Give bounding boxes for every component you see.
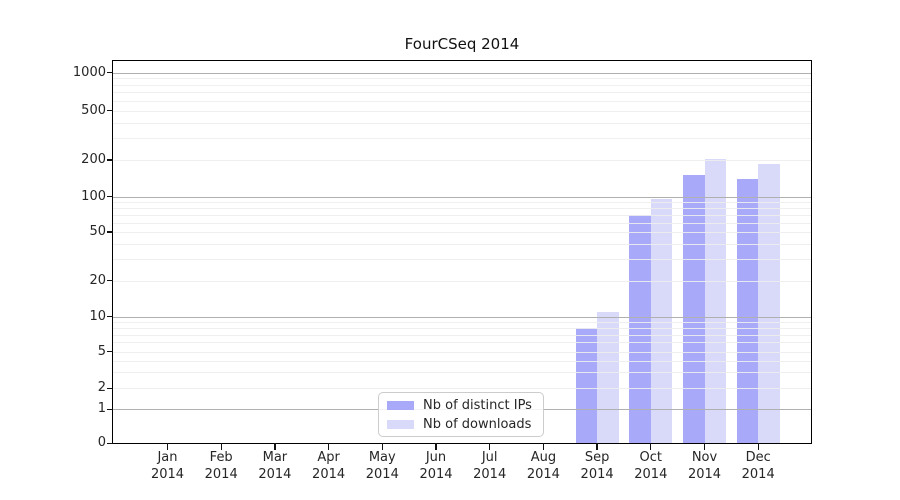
- grid-line-minor: [113, 372, 811, 374]
- y-tick-label: 0: [97, 435, 106, 451]
- y-tick-label: 5: [97, 343, 106, 359]
- y-axis-tick: [107, 159, 113, 161]
- grid-line-minor: [113, 342, 811, 344]
- legend-label-downloads: Nb of downloads: [423, 416, 532, 432]
- grid-line-minor: [113, 327, 811, 329]
- x-axis-tick: [542, 443, 545, 451]
- bar-distinct-ips: [575, 327, 598, 444]
- y-axis-tick: [107, 351, 113, 353]
- grid-line-minor: [113, 214, 811, 216]
- x-axis-tick: [166, 443, 169, 451]
- y-tick-label: 1: [97, 401, 106, 417]
- grid-line-minor: [113, 360, 811, 362]
- y-tick-label: 10: [89, 308, 106, 324]
- grid-line-minor: [113, 388, 811, 390]
- legend-swatch-distinct-ips: [387, 400, 414, 410]
- y-tick-label: 20: [89, 272, 106, 288]
- y-tick-label: 200: [81, 152, 106, 167]
- grid-line-major: [113, 72, 811, 74]
- grid-line-minor: [113, 232, 811, 233]
- x-tick-label: Nov 2014: [687, 450, 722, 483]
- x-axis-tick: [650, 443, 652, 451]
- x-axis-tick: [274, 443, 276, 451]
- y-axis-tick: [107, 387, 113, 389]
- x-tick-label: Sep 2014: [580, 450, 614, 483]
- x-tick-label: May 2014: [365, 450, 399, 483]
- bar-distinct-ips: [736, 178, 759, 444]
- y-axis-tick: [107, 316, 113, 318]
- y-axis-tick: [107, 280, 113, 282]
- bar-downloads: [597, 311, 619, 444]
- y-axis-tick: [107, 442, 113, 444]
- legend-item-downloads: Nb of downloads: [387, 417, 535, 432]
- x-tick-label: Aug 2014: [526, 450, 560, 483]
- grid-line-minor: [113, 243, 811, 245]
- grid-line-major: [113, 196, 811, 198]
- grid-line-minor: [113, 351, 811, 353]
- x-tick-label: Jun 2014: [419, 450, 453, 483]
- grid-line-minor: [113, 138, 811, 140]
- x-axis-tick: [596, 443, 598, 451]
- x-axis-tick: [220, 443, 222, 451]
- legend: Nb of distinct IPs Nb of downloads: [378, 392, 544, 437]
- x-tick-label: Jan 2014: [150, 450, 185, 483]
- x-tick-label: Apr 2014: [312, 450, 346, 483]
- x-axis-tick: [435, 443, 437, 451]
- grid-line-minor: [113, 78, 811, 80]
- bar-downloads: [758, 164, 780, 444]
- bar-distinct-ips: [629, 214, 651, 444]
- y-tick-label: 2: [97, 380, 106, 396]
- grid-line-minor: [113, 280, 811, 282]
- y-axis-tick: [107, 231, 113, 233]
- grid-line-minor: [113, 110, 811, 112]
- y-axis-tick: [107, 72, 113, 74]
- legend-swatch-downloads: [387, 419, 414, 429]
- y-axis-tick: [107, 110, 113, 112]
- grid-line-minor: [113, 202, 811, 204]
- grid-line-minor: [113, 222, 811, 224]
- y-tick-label: 50: [89, 224, 106, 239]
- x-axis-tick: [703, 443, 706, 451]
- legend-item-distinct-ips: Nb of distinct IPs: [387, 398, 535, 413]
- grid-line-minor: [113, 208, 811, 210]
- x-tick-label: Jul 2014: [473, 450, 507, 483]
- grid-line-minor: [113, 100, 811, 102]
- y-tick-label: 100: [81, 188, 106, 204]
- x-tick-label: Mar 2014: [258, 450, 292, 483]
- x-axis-tick: [757, 443, 759, 451]
- grid-line-major: [113, 316, 811, 318]
- grid-line-minor: [113, 92, 811, 94]
- x-tick-label: Oct 2014: [634, 450, 668, 483]
- grid-line-minor: [113, 84, 811, 86]
- y-tick-label: 500: [81, 102, 106, 118]
- x-axis-tick: [489, 443, 491, 451]
- y-tick-label: 1000: [72, 64, 106, 80]
- grid-line-minor: [113, 160, 811, 161]
- grid-line-minor: [113, 122, 811, 124]
- x-axis-tick: [327, 443, 330, 451]
- y-axis-tick: [107, 408, 113, 410]
- x-tick-label: Dec 2014: [741, 450, 775, 483]
- x-axis-tick: [381, 443, 383, 451]
- bar-distinct-ips: [683, 175, 705, 444]
- grid-line-minor: [113, 259, 811, 261]
- bar-downloads: [650, 199, 673, 444]
- grid-line-minor: [113, 334, 811, 336]
- grid-line-minor: [113, 322, 811, 324]
- y-axis-tick: [107, 196, 113, 198]
- x-tick-label: Feb 2014: [204, 450, 238, 483]
- chart-title: FourCSeq 2014: [404, 35, 520, 53]
- legend-label-distinct-ips: Nb of distinct IPs: [423, 397, 532, 413]
